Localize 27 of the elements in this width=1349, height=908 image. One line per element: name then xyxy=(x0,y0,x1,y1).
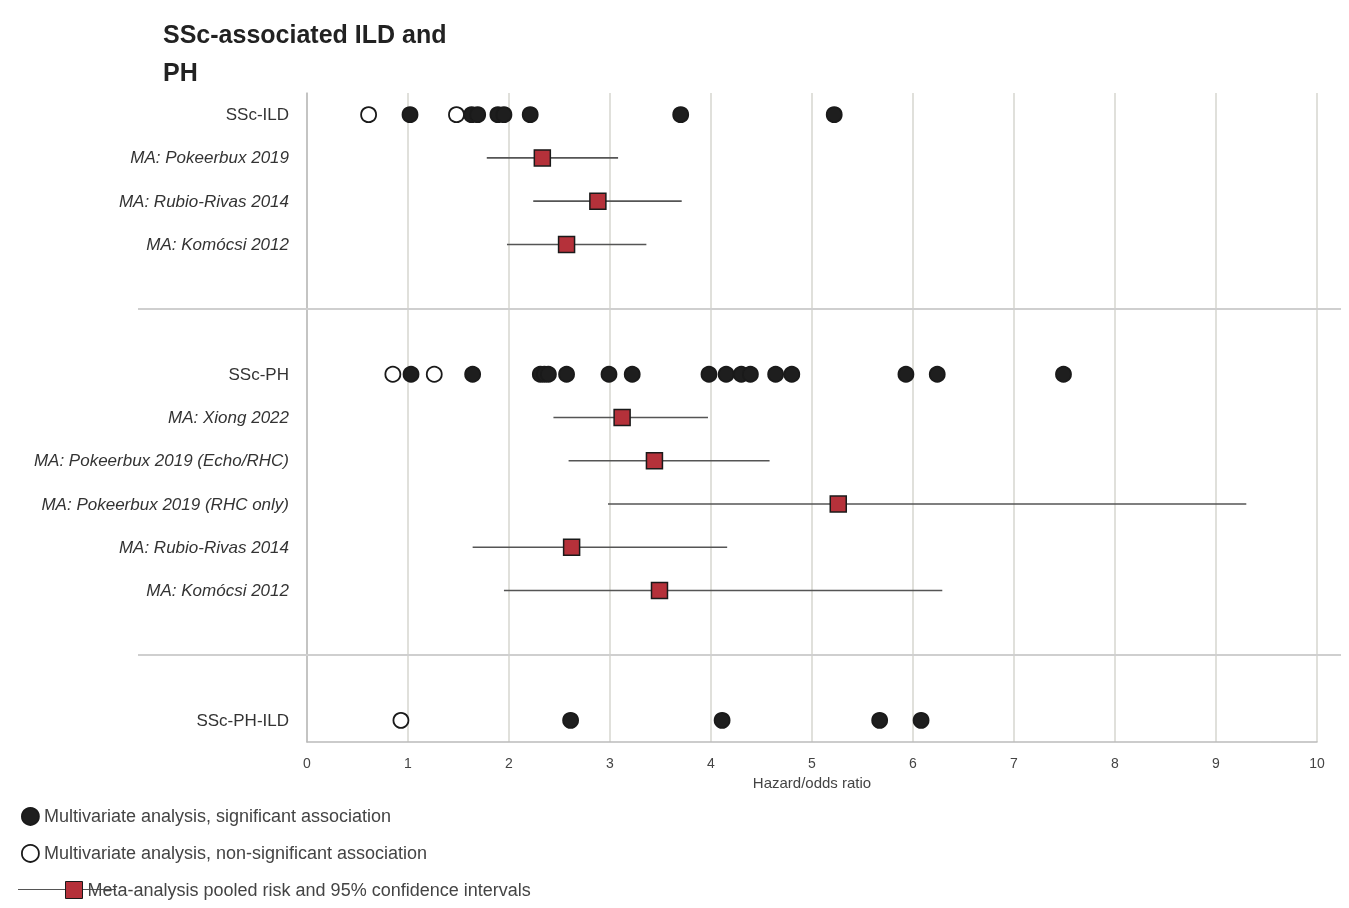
x-tick-label: 8 xyxy=(1111,755,1120,771)
y-tick-label: MA: Pokeerbux 2019 xyxy=(130,148,290,168)
y-tick-label: MA: Rubio-Rivas 2014 xyxy=(118,191,289,211)
y-tick-label: MA: Xiong 2022 xyxy=(168,408,290,427)
y-tick-label: SSc-PH xyxy=(228,364,289,384)
y-tick-label: SSc-PH-ILD xyxy=(196,710,289,730)
x-tick-label: 4 xyxy=(707,755,716,771)
x-tick-label: 0 xyxy=(303,755,312,771)
y-tick-label: MA: Pokeerbux 2019 (Echo/RHC) xyxy=(33,451,289,471)
y-tick-label: MA: Rubio-Rivas 2014 xyxy=(118,537,289,557)
y-tick-label: MA: Komócsi 2012 xyxy=(146,581,290,601)
x-tick-label: 3 xyxy=(606,755,615,771)
x-axis-title: Hazard/odds ratio xyxy=(752,773,872,791)
x-tick-label: 7 xyxy=(1010,755,1019,771)
x-tick-label: 1 xyxy=(404,755,413,771)
legend-label: Multivariate analysis, non-significant association xyxy=(43,843,428,864)
y-tick-label: SSc-ILD xyxy=(225,105,289,125)
legend-label: Multivariate analysis, significant association xyxy=(43,806,392,827)
x-tick-label: 2 xyxy=(505,755,514,771)
chart-title: SSc-associated ILD and PH xyxy=(163,20,454,86)
x-tick-label: 10 xyxy=(1309,755,1325,771)
legend-label: Meta-analysis pooled risk and 95% confidence intervals xyxy=(87,880,531,900)
x-tick-label: 5 xyxy=(808,755,817,771)
x-tick-label: 6 xyxy=(909,755,918,771)
y-tick-label: MA: Pokeerbux 2019 (RHC only) xyxy=(41,494,289,514)
x-tick-label: 9 xyxy=(1212,755,1221,771)
y-tick-label: MA: Komócsi 2012 xyxy=(146,234,290,254)
